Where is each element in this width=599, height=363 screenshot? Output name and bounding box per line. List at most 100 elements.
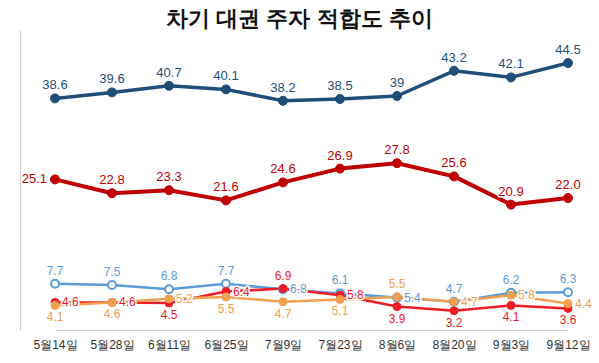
- x-tick-label: 5월14일: [33, 338, 77, 352]
- data-label: 4.6: [104, 307, 121, 321]
- series-marker: [336, 295, 344, 303]
- data-label: 24.6: [270, 161, 295, 176]
- series-marker: [222, 85, 231, 94]
- data-label: 6.8: [161, 269, 178, 283]
- data-label: 4.4: [575, 297, 592, 311]
- x-tick-label: 8월20일: [432, 338, 476, 352]
- data-label: 4.1: [503, 310, 520, 324]
- data-label: 5.8: [518, 288, 535, 302]
- data-label: 4.6: [62, 295, 79, 309]
- series-marker: [279, 298, 287, 306]
- series-line: [55, 289, 568, 311]
- title: 차기 대권 주자 적합도 추이: [166, 6, 432, 31]
- series-marker: [393, 92, 402, 101]
- data-label: 4.7: [275, 307, 292, 321]
- series-marker: [393, 294, 401, 302]
- data-label: 6.8: [290, 282, 307, 296]
- series-marker: [336, 164, 345, 173]
- data-label: 44.5: [555, 42, 580, 57]
- data-label: 4.7: [461, 295, 478, 309]
- series-marker: [564, 194, 573, 203]
- series-marker: [279, 285, 287, 293]
- data-label: 6.4: [233, 285, 250, 299]
- data-label: 5.2: [176, 292, 193, 306]
- data-label: 25.1: [22, 171, 47, 186]
- data-label: 6.9: [275, 269, 292, 283]
- series-marker: [165, 186, 174, 195]
- data-label: 26.9: [327, 148, 352, 163]
- series-marker: [564, 59, 573, 68]
- series-marker: [450, 66, 459, 75]
- data-label: 7.7: [218, 264, 235, 278]
- x-tick-label: 5월28일: [90, 338, 134, 352]
- plot-area: [51, 59, 573, 315]
- data-label: 4.1: [47, 310, 64, 324]
- data-label: 27.8: [384, 142, 409, 157]
- data-label: 38.5: [327, 78, 352, 93]
- series-marker: [279, 285, 287, 293]
- data-label: 25.6: [441, 155, 466, 170]
- x-tick-label: 8월6일: [379, 338, 416, 352]
- series-marker: [51, 175, 60, 184]
- data-label: 7.7: [47, 264, 64, 278]
- series-marker: [564, 288, 572, 296]
- series-marker: [507, 73, 516, 82]
- chart: 차기 대권 주자 적합도 추이 5월14일 5월28일 6월11일 6월25일 7월9일 7…: [0, 0, 599, 363]
- x-tick: 7월23일: [318, 330, 362, 352]
- series-marker: [450, 307, 458, 315]
- series-marker: [450, 172, 459, 181]
- data-label: 4.7: [446, 282, 463, 296]
- data-label: 7.5: [104, 265, 121, 279]
- series-marker: [108, 298, 116, 306]
- series-marker: [165, 81, 174, 90]
- x-tick: 9월12일: [546, 330, 590, 352]
- x-tick-label: 7월23일: [318, 338, 362, 352]
- series-marker: [165, 285, 173, 293]
- x-tick-label: 9월12일: [546, 338, 590, 352]
- x-tick-label: 7월9일: [265, 338, 302, 352]
- data-label: 5.1: [332, 304, 349, 318]
- x-tick: 8월20일: [432, 330, 476, 352]
- data-label: 3.2: [446, 316, 463, 330]
- series-marker: [108, 88, 117, 97]
- series-marker: [51, 280, 59, 288]
- x-tick: 8월6일: [379, 330, 416, 352]
- data-label: 38.6: [42, 77, 67, 92]
- x-tick-label: 6월11일: [148, 338, 191, 352]
- data-label: 22.8: [99, 172, 124, 187]
- data-label: 38.2: [270, 80, 295, 95]
- series-marker: [336, 95, 345, 104]
- data-label: 40.7: [156, 65, 181, 80]
- data-label: 43.2: [441, 50, 466, 65]
- x-tick: 9월3일: [493, 330, 530, 352]
- series-marker: [165, 295, 173, 303]
- data-label: 6.1: [332, 273, 349, 287]
- series-line: [55, 163, 568, 204]
- data-label: 40.1: [213, 68, 238, 83]
- series-marker: [108, 189, 117, 198]
- data-label: 4.5: [161, 308, 178, 322]
- x-tick: 5월28일: [90, 330, 134, 352]
- data-label: 22.0: [555, 177, 580, 192]
- data-label: 5.5: [218, 302, 235, 316]
- series-marker: [51, 301, 59, 309]
- x-tick-label: 9월3일: [493, 338, 530, 352]
- data-label: 3.9: [389, 312, 406, 326]
- x-axis: 5월14일 5월28일 6월11일 6월25일 7월9일 7월23일 8월6일 8월20일 9월…: [33, 330, 590, 352]
- x-tick-label: 6월25일: [204, 338, 248, 352]
- series-marker: [507, 200, 516, 209]
- data-label: 5.5: [389, 277, 406, 291]
- series-marker: [51, 94, 60, 103]
- series-marker: [108, 298, 116, 306]
- series-marker: [222, 196, 231, 205]
- series-marker: [507, 301, 515, 309]
- x-tick: 5월14일: [33, 330, 77, 352]
- data-labels: 38.639.640.740.138.238.53943.242.144.525…: [22, 42, 592, 330]
- data-label: 6.2: [503, 273, 520, 287]
- data-label: 23.3: [156, 169, 181, 184]
- series-marker: [393, 159, 402, 168]
- series-marker: [507, 291, 515, 299]
- data-label: 5.4: [404, 291, 421, 305]
- data-label: 6.3: [560, 272, 577, 286]
- series-marker: [393, 293, 401, 301]
